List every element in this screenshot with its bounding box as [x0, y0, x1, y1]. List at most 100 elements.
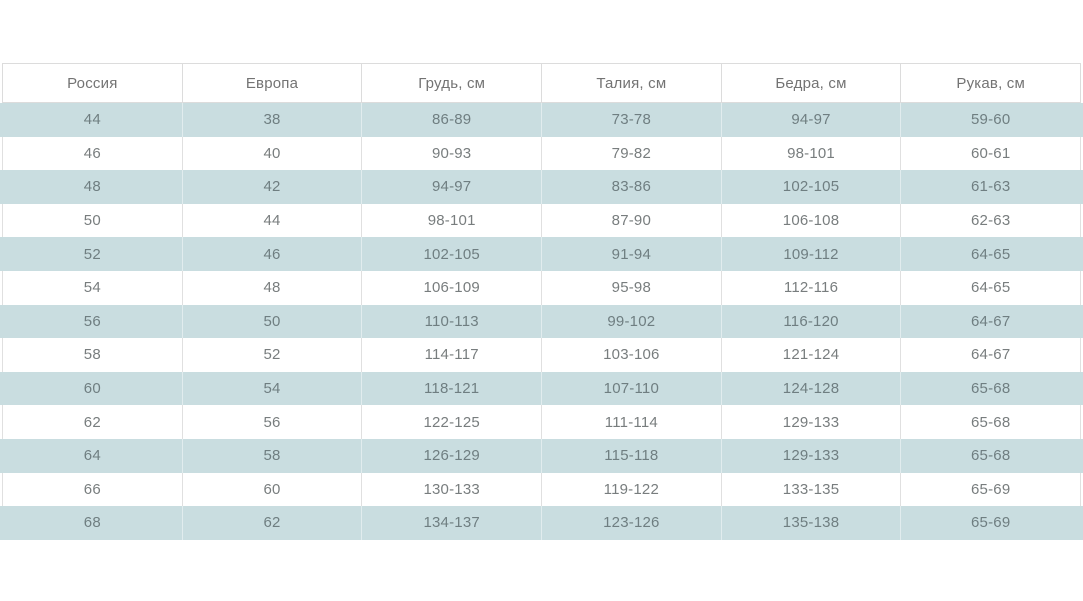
- table-cell: 60-61: [900, 136, 1080, 171]
- table-cell: 54: [83, 279, 101, 297]
- table-cell: 62: [181, 506, 362, 540]
- table-cell: 118-121: [361, 371, 541, 406]
- size-chart-table: Россия Европа Грудь, см Талия, см Бедра,…: [0, 63, 1083, 540]
- table-cell: 66: [83, 480, 101, 498]
- table-cell: 65-69: [900, 506, 1080, 540]
- table-cell: 46: [181, 237, 362, 271]
- table-cell: 99-102: [541, 304, 721, 339]
- table-cell: 64: [83, 447, 101, 465]
- table-cell: 114-117: [361, 338, 541, 372]
- table-cell: 50: [181, 304, 362, 339]
- table-cell: 52: [181, 338, 362, 372]
- table-row: 64 58 126-129 115-118 129-133 65-68: [0, 438, 1083, 473]
- table-cell: 107-110: [541, 371, 721, 406]
- table-row: 62 56 122-125 111-114 129-133 65-68: [2, 405, 1081, 439]
- table-cell: 106-109: [361, 270, 541, 305]
- table-cell: 102-105: [720, 170, 901, 204]
- table-cell: 126-129: [361, 438, 541, 473]
- table-cell: 134-137: [361, 506, 541, 540]
- table-cell: 121-124: [720, 338, 901, 372]
- column-header-europe: Европа: [181, 64, 362, 102]
- table-row: 50 44 98-101 87-90 106-108 62-63: [2, 203, 1081, 238]
- table-cell: 42: [181, 170, 362, 204]
- table-cell: 60: [181, 472, 362, 507]
- table-row: 46 40 90-93 79-82 98-101 60-61: [2, 136, 1081, 171]
- table-cell: 98-101: [361, 203, 541, 238]
- table-cell: 112-116: [720, 270, 901, 305]
- table-cell: 40: [181, 136, 362, 171]
- table-row: 60 54 118-121 107-110 124-128 65-68: [0, 371, 1083, 406]
- table-cell: 54: [181, 371, 362, 406]
- table-cell: 64-67: [900, 304, 1080, 339]
- table-cell: 58: [181, 438, 362, 473]
- table-cell: 94-97: [720, 103, 901, 137]
- table-cell: 95-98: [541, 270, 721, 305]
- table-cell: 123-126: [541, 506, 721, 540]
- table-cell: 83-86: [541, 170, 721, 204]
- table-row: 54 48 106-109 95-98 112-116 64-65: [2, 270, 1081, 305]
- column-header-russia: Россия: [67, 74, 118, 92]
- table-cell: 73-78: [541, 103, 721, 137]
- table-cell: 130-133: [361, 472, 541, 507]
- table-cell: 46: [83, 144, 101, 162]
- table-cell: 116-120: [720, 304, 901, 339]
- table-header-row: Россия Европа Грудь, см Талия, см Бедра,…: [2, 63, 1081, 103]
- table-cell: 56: [181, 405, 362, 439]
- table-cell: 133-135: [720, 472, 901, 507]
- table-cell: 60: [83, 380, 101, 398]
- table-cell: 68: [83, 514, 101, 532]
- table-cell: 44: [83, 111, 101, 129]
- table-cell: 124-128: [720, 371, 901, 406]
- table-cell: 106-108: [720, 203, 901, 238]
- table-cell: 79-82: [541, 136, 721, 171]
- column-header-sleeve: Рукав, см: [900, 64, 1080, 102]
- table-cell: 122-125: [361, 405, 541, 439]
- table-cell: 48: [83, 178, 101, 196]
- table-cell: 103-106: [541, 338, 721, 372]
- table-cell: 48: [181, 270, 362, 305]
- table-cell: 111-114: [541, 405, 721, 439]
- table-cell: 129-133: [720, 405, 901, 439]
- table-cell: 62: [83, 413, 101, 431]
- table-cell: 61-63: [900, 170, 1080, 204]
- column-header-chest: Грудь, см: [361, 64, 541, 102]
- table-cell: 135-138: [720, 506, 901, 540]
- table-cell: 102-105: [361, 237, 541, 271]
- column-header-hips: Бедра, см: [720, 64, 901, 102]
- table-cell: 86-89: [361, 103, 541, 137]
- table-cell: 91-94: [541, 237, 721, 271]
- table-cell: 64-65: [900, 237, 1080, 271]
- table-cell: 38: [181, 103, 362, 137]
- table-cell: 110-113: [361, 304, 541, 339]
- table-cell: 64-65: [900, 270, 1080, 305]
- table-row: 48 42 94-97 83-86 102-105 61-63: [0, 170, 1083, 204]
- table-row: 56 50 110-113 99-102 116-120 64-67: [0, 304, 1083, 339]
- table-cell: 65-69: [900, 472, 1080, 507]
- table-cell: 115-118: [541, 438, 721, 473]
- table-row: 68 62 134-137 123-126 135-138 65-69: [0, 506, 1083, 540]
- table-cell: 90-93: [361, 136, 541, 171]
- table-cell: 64-67: [900, 338, 1080, 372]
- table-cell: 98-101: [720, 136, 901, 171]
- table-cell: 62-63: [900, 203, 1080, 238]
- table-row: 66 60 130-133 119-122 133-135 65-69: [2, 472, 1081, 507]
- table-cell: 87-90: [541, 203, 721, 238]
- column-header-waist: Талия, см: [541, 64, 721, 102]
- table-cell: 65-68: [900, 405, 1080, 439]
- table-cell: 59-60: [900, 103, 1080, 137]
- table-row: 44 38 86-89 73-78 94-97 59-60: [0, 103, 1083, 137]
- table-row: 52 46 102-105 91-94 109-112 64-65: [0, 237, 1083, 271]
- table-cell: 50: [83, 212, 101, 230]
- table-cell: 52: [83, 245, 101, 263]
- table-cell: 129-133: [720, 438, 901, 473]
- table-cell: 109-112: [720, 237, 901, 271]
- table-cell: 65-68: [900, 438, 1080, 473]
- table-row: 58 52 114-117 103-106 121-124 64-67: [2, 338, 1081, 372]
- table-cell: 119-122: [541, 472, 721, 507]
- table-body: 44 38 86-89 73-78 94-97 59-60 46 40 90-93 79-82 98…: [0, 103, 1083, 540]
- table-cell: 44: [181, 203, 362, 238]
- table-cell: 56: [83, 312, 101, 330]
- table-cell: 94-97: [361, 170, 541, 204]
- table-cell: 58: [83, 346, 101, 364]
- table-cell: 65-68: [900, 371, 1080, 406]
